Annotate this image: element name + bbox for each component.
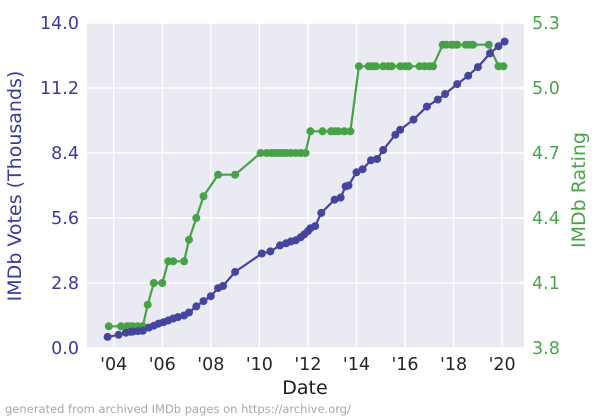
y-tick-labels-right: 3.8 4.1 4.4 4.7 5.0 5.3	[532, 14, 560, 359]
data-series	[103, 37, 509, 341]
rating-series-marker	[143, 300, 152, 309]
rating-series-marker	[429, 62, 437, 71]
votes-series-marker	[185, 308, 193, 317]
votes-series-marker	[138, 326, 147, 335]
y-tick-label-right: 4.7	[532, 144, 560, 164]
votes-series-marker	[219, 282, 227, 290]
rating-series-marker	[499, 62, 508, 71]
votes-series-marker	[257, 249, 266, 258]
x-tick-label: '18	[440, 355, 467, 375]
rating-series-marker	[354, 62, 363, 71]
votes-series-marker	[422, 102, 431, 111]
votes-series-marker	[409, 115, 418, 124]
y-tick-label-right: 5.3	[532, 14, 560, 34]
votes-series-marker	[114, 330, 123, 339]
y-tick-label-left: 8.4	[51, 144, 79, 164]
rating-series-marker	[404, 62, 413, 71]
y-tick-label-right: 5.0	[532, 79, 560, 99]
rating-series-marker	[199, 192, 208, 201]
votes-series-marker	[373, 155, 382, 163]
rating-series-marker	[346, 127, 355, 136]
x-tick-label: '20	[489, 355, 516, 375]
rating-series-marker	[387, 62, 396, 71]
x-tick-label: '04	[100, 355, 127, 375]
y-tick-label-left: 11.2	[40, 79, 79, 99]
x-tick-label: '16	[391, 355, 418, 375]
rating-series-marker	[453, 40, 462, 49]
rating-series-marker	[469, 40, 477, 49]
votes-series-marker	[266, 247, 275, 256]
votes-series-marker	[441, 90, 450, 98]
votes-series-marker	[311, 222, 320, 231]
votes-series-marker	[379, 146, 388, 154]
y-tick-label-left: 2.8	[51, 274, 79, 294]
rating-series-marker	[231, 170, 240, 179]
y-tick-label-left: 5.6	[51, 209, 79, 229]
y-tick-label-right: 4.4	[532, 209, 560, 229]
rating-series-marker	[340, 127, 349, 136]
footer-attribution: generated from archived IMDb pages on ht…	[5, 402, 351, 416]
x-tick-label: '06	[149, 355, 176, 375]
y-tick-label-right: 4.1	[532, 274, 560, 294]
votes-series-marker	[391, 130, 400, 139]
votes-series-marker	[199, 297, 208, 306]
y-axis-label-left: IMDb Votes (Thousands)	[4, 71, 26, 302]
y-tick-label-left: 14.0	[40, 14, 79, 34]
votes-series-marker	[464, 71, 473, 80]
rating-series-marker	[117, 322, 125, 331]
x-tick-label: '12	[294, 355, 321, 375]
votes-series-marker	[192, 302, 201, 311]
votes-series-marker	[103, 332, 112, 341]
rating-series-marker	[185, 235, 193, 244]
y-tick-labels-left: 0.0 2.8 5.6 8.4 11.2 14.0	[40, 14, 79, 359]
votes-series-marker	[352, 168, 361, 177]
rating-series-marker	[180, 257, 189, 266]
rating-series-marker	[301, 149, 310, 157]
rating-series-marker	[192, 214, 201, 222]
votes-series-marker	[358, 165, 367, 174]
y-axis-label-right: IMDb Rating	[568, 132, 590, 248]
votes-series-marker	[206, 292, 215, 301]
x-tick-label: '08	[197, 355, 224, 375]
rating-series-marker	[318, 127, 327, 136]
y-tick-label-left: 0.0	[51, 339, 79, 359]
votes-series-marker	[494, 42, 503, 51]
votes-series-marker	[276, 241, 284, 250]
votes-series-marker	[336, 193, 345, 202]
votes-series-marker	[396, 125, 405, 134]
rating-series-marker	[256, 149, 265, 157]
x-tick-label: '10	[246, 355, 273, 375]
x-tick-label: '14	[343, 355, 370, 375]
x-axis-label: Date	[282, 377, 327, 399]
votes-series-marker	[500, 37, 509, 46]
rating-series-marker	[169, 257, 178, 266]
rating-series-marker	[149, 279, 158, 287]
plot-area	[87, 23, 524, 348]
votes-series-marker	[344, 181, 353, 190]
x-tick-labels: '04 '06 '08 '10 '12 '14 '16 '18 '20	[100, 355, 516, 375]
votes-series-marker	[473, 63, 482, 72]
rating-series-marker	[371, 62, 380, 71]
votes-series-marker	[453, 80, 462, 89]
rating-series-marker	[334, 127, 343, 136]
votes-series-marker	[367, 156, 375, 165]
votes-series-marker	[317, 208, 326, 217]
rating-series-marker	[306, 127, 315, 136]
votes-series-marker	[330, 195, 339, 204]
rating-series-marker	[214, 170, 223, 179]
votes-series-marker	[486, 49, 494, 58]
rating-series-marker	[484, 40, 493, 49]
rating-series-marker	[104, 322, 113, 331]
votes-series-marker	[433, 95, 442, 104]
rating-series-marker	[158, 279, 167, 287]
y-tick-label-right: 3.8	[532, 339, 560, 359]
votes-series-marker	[231, 267, 240, 276]
votes-series-marker	[174, 313, 182, 322]
